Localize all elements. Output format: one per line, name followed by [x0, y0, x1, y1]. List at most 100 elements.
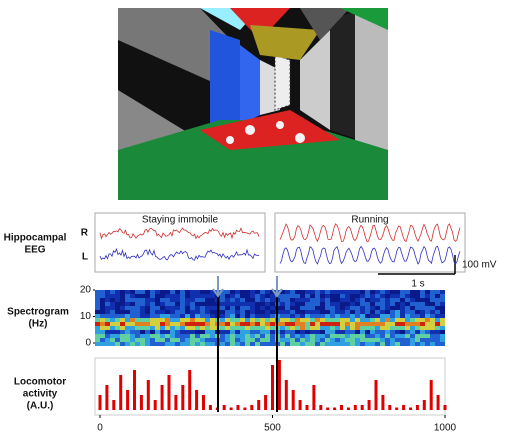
spectrogram-cell	[325, 338, 330, 342]
spectrogram-cell	[295, 306, 300, 310]
spectrogram-cell	[405, 290, 410, 294]
x-tick-label: 500	[264, 423, 281, 434]
spectrogram-cell	[310, 334, 315, 338]
spectrogram-cell	[330, 334, 335, 338]
spectrogram-cell	[130, 334, 135, 338]
spectrogram-cell	[100, 310, 105, 314]
spectrogram-cell	[375, 310, 380, 314]
spectrogram-cell	[405, 334, 410, 338]
spectrogram-cell	[345, 318, 350, 322]
spectrogram-cell	[430, 342, 435, 346]
spectrogram-cell	[235, 294, 240, 298]
spectrogram-cell	[100, 298, 105, 302]
spectrogram-cell	[265, 326, 270, 330]
spectrogram-cell	[145, 290, 150, 294]
spectrogram-cell	[245, 314, 250, 318]
spectrogram-cell	[205, 322, 210, 326]
spectrogram-cell	[110, 290, 115, 294]
spectrogram-cell	[315, 334, 320, 338]
spectrogram-cell	[435, 306, 440, 310]
spectrogram-cell	[390, 290, 395, 294]
spectrogram-cell	[170, 298, 175, 302]
spectrogram-cell	[365, 310, 370, 314]
spectrogram-cell	[255, 318, 260, 322]
spectrogram-cell	[250, 326, 255, 330]
spectrogram-cell	[195, 302, 200, 306]
spectrogram-cell	[310, 342, 315, 346]
spectrogram-cell	[205, 298, 210, 302]
spectrogram-cell	[370, 322, 375, 326]
spectrogram-cell	[375, 318, 380, 322]
spectrogram-cell	[170, 306, 175, 310]
spectrogram-cell	[440, 290, 445, 294]
activity-bar	[312, 385, 315, 410]
activity-bar	[299, 400, 302, 410]
spectrogram-cell	[370, 314, 375, 318]
spectrogram-cell	[410, 310, 415, 314]
spectrogram-cell	[325, 318, 330, 322]
spectrogram-cell	[440, 310, 445, 314]
spectrogram-cell	[285, 334, 290, 338]
spectrogram-cell	[295, 338, 300, 342]
spectrogram-cell	[160, 330, 165, 334]
spectrogram-cell	[260, 334, 265, 338]
spectrogram-cell	[325, 330, 330, 334]
activity-bar	[292, 390, 295, 410]
spectrogram-cell	[295, 310, 300, 314]
spectrogram-cell	[95, 338, 100, 342]
spectrogram-cell	[360, 290, 365, 294]
spectrogram-cell	[195, 318, 200, 322]
spectrogram-cell	[420, 314, 425, 318]
spectrogram-cell	[280, 310, 285, 314]
spectrogram-cell	[125, 298, 130, 302]
spectrogram-cell	[290, 294, 295, 298]
spectrogram-cell	[105, 298, 110, 302]
spectrogram-cell	[95, 314, 100, 318]
spectrogram-cell	[265, 322, 270, 326]
spectrogram-cell	[165, 338, 170, 342]
spectrogram-cell	[410, 306, 415, 310]
spectrogram-cell	[125, 302, 130, 306]
spectrogram-cell	[425, 334, 430, 338]
condition-label: Staying immobile	[142, 215, 219, 226]
spectrogram-cell	[120, 322, 125, 326]
spectrogram-cell	[165, 306, 170, 310]
spectrogram-cell	[190, 318, 195, 322]
spectrogram-cell	[320, 310, 325, 314]
spectrogram-cell	[245, 326, 250, 330]
spectrogram-cell	[400, 342, 405, 346]
spectrogram-cell	[410, 342, 415, 346]
spectrogram-cell	[295, 342, 300, 346]
spectrogram-cell	[310, 338, 315, 342]
spectrogram-cell	[300, 310, 305, 314]
spectrogram-cell	[270, 314, 275, 318]
spectrogram-cell	[235, 290, 240, 294]
spectrogram-cell	[330, 342, 335, 346]
spectrogram-cell	[375, 314, 380, 318]
spectrogram-cell	[435, 322, 440, 326]
spectrogram-cell	[225, 322, 230, 326]
spectrogram-cell	[380, 306, 385, 310]
spectrogram-cell	[110, 314, 115, 318]
spectrogram-cell	[415, 294, 420, 298]
spectrogram-cell	[375, 298, 380, 302]
spectrogram-cell	[205, 330, 210, 334]
spectrogram-cell	[155, 326, 160, 330]
spectrogram-cell	[200, 298, 205, 302]
spectrogram-cell	[345, 302, 350, 306]
spectrogram-cell	[120, 326, 125, 330]
spectrogram-cell	[280, 334, 285, 338]
spectrogram-cell	[210, 302, 215, 306]
spectrogram-cell	[390, 318, 395, 322]
spectrogram-cell	[160, 338, 165, 342]
condition-label: Running	[351, 215, 388, 226]
spectrogram-cell	[375, 294, 380, 298]
spectrogram-cell	[250, 310, 255, 314]
spectrogram-cell	[365, 342, 370, 346]
spectrogram-cell	[405, 322, 410, 326]
spectrogram-cell	[165, 330, 170, 334]
spectrogram-cell	[405, 298, 410, 302]
spectrogram-cell	[110, 306, 115, 310]
spectrogram-cell	[140, 322, 145, 326]
spectrogram-cell	[400, 338, 405, 342]
